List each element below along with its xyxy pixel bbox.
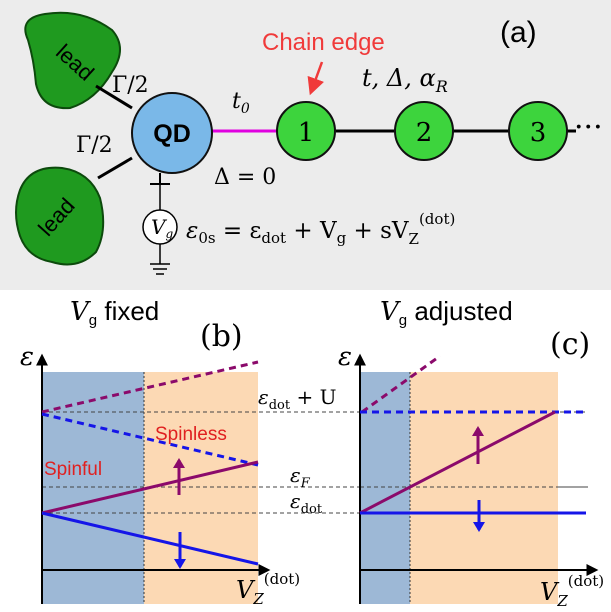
chain-site-2 [394,101,454,161]
panel-c-title: Vg adjusted [380,296,513,329]
chain-ellipsis: ··· [574,110,603,145]
gamma-bottom: Γ/2 [76,133,113,158]
spinful-label: Spinful [44,459,102,480]
gamma-top: Γ/2 [112,73,149,98]
chain-site-1-label: 1 [298,118,315,148]
delta-zero: Δ = 0 [214,165,276,190]
panel-c-label: (c) [550,327,590,362]
panel-b-x-label: VZ(dot) [236,570,300,608]
panel-b-lower-level-up [41,460,259,515]
panel-c-spin-down-arrowhead [473,522,485,532]
panel-b-spin-up-arrowhead [173,458,185,468]
quantum-dot [131,92,213,174]
spinless-label: Spinless [155,424,227,445]
panel-b-spinless-region [144,372,258,604]
panel-c-upper-level-up [361,354,441,414]
level-label-edot: εdot [290,489,323,517]
level-label-ef: εF [290,463,311,491]
lead-top: lead [24,11,121,110]
lead-bottom: lead [15,166,105,266]
panel-b-upper-level-up [41,360,259,414]
chain-site-3-label: 3 [530,118,547,148]
dot-energy-equation: ε0s = εdot + Vg + sVZ(dot) [186,210,455,248]
panel-b-y-label: ε [20,342,34,372]
chain-edge-arrow [307,61,325,96]
panel-b-title: Vg fixed [70,296,159,329]
chain-site-1 [276,101,336,161]
panel-b-spinful-region [42,372,144,604]
panel-c-x-label: VZ(dot) [540,572,604,610]
coupling-t0: t0 [232,89,250,117]
panel-a-label: (a) [500,16,537,49]
chain-edge-label: Chain edge [262,29,385,56]
lead-top-coupling [95,84,133,110]
panel-b-upper-level-down [41,412,259,467]
panel-b-spin-down-arrowhead [174,559,186,569]
level-label-edot-plus-u: εdot + U [258,385,336,413]
chain-site-3 [508,101,568,161]
gate-voltage-label: Vg [151,215,173,241]
panel-c-lower-level-up [359,410,556,515]
chain-params: t, Δ, αR [362,64,448,96]
lead-bottom-coupling [97,156,133,180]
quantum-dot-label: QD [153,120,191,148]
chain-site-2-label: 2 [416,118,433,148]
panel-c-spin-up-arrowhead [472,426,484,436]
panel-b-lower-level-down [41,511,259,566]
panel-c-y-label: ε [338,342,352,372]
panel-b-label: (b) [200,319,243,354]
